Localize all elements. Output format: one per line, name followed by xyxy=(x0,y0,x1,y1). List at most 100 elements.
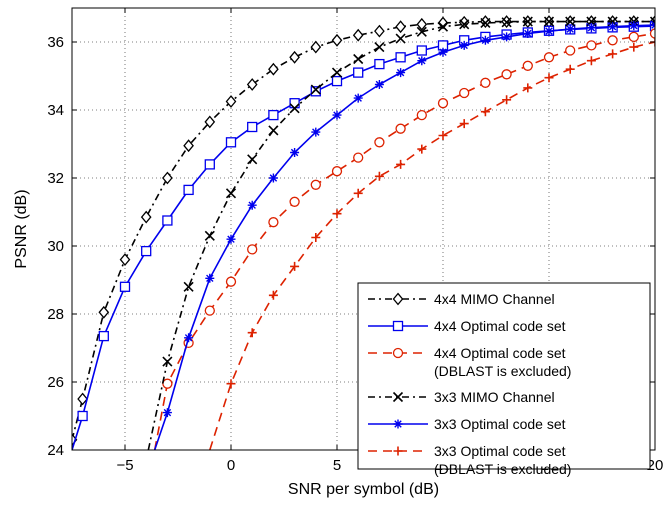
legend-label: 4x4 MIMO Channel xyxy=(434,291,555,307)
data-point xyxy=(290,148,300,157)
y-tick-label: 32 xyxy=(47,170,64,187)
data-point xyxy=(396,159,406,169)
data-point xyxy=(374,24,385,38)
data-point xyxy=(204,115,216,129)
data-point xyxy=(162,356,173,367)
data-point xyxy=(586,56,596,66)
data-point xyxy=(480,35,490,45)
legend-marker xyxy=(393,419,403,429)
data-point xyxy=(268,62,279,76)
legend-entry: 3x3 MIMO Channel xyxy=(368,389,555,405)
data-point xyxy=(311,233,321,242)
data-point xyxy=(501,69,512,80)
data-point xyxy=(374,42,385,53)
data-point xyxy=(289,98,300,109)
data-point xyxy=(332,110,342,120)
data-point xyxy=(268,173,278,183)
data-point xyxy=(268,290,278,300)
data-point xyxy=(162,378,173,389)
data-point xyxy=(353,188,363,198)
data-point xyxy=(289,103,300,114)
data-point xyxy=(247,121,258,133)
data-point xyxy=(502,95,512,105)
data-point xyxy=(544,26,554,36)
data-point xyxy=(374,171,384,181)
data-point xyxy=(353,152,364,163)
data-point xyxy=(480,17,491,29)
data-point xyxy=(565,24,575,34)
data-point xyxy=(289,50,300,64)
legend-marker xyxy=(392,347,404,359)
x-tick-label: 5 xyxy=(333,457,341,474)
y-tick-label: 24 xyxy=(47,442,64,459)
legend-marker xyxy=(393,446,403,456)
data-point xyxy=(586,23,596,33)
y-tick-label: 34 xyxy=(47,102,64,119)
data-point xyxy=(565,16,576,27)
data-point xyxy=(331,33,343,47)
legend-label: 3x3 Optimal code set xyxy=(434,416,566,432)
series-6 xyxy=(209,37,655,450)
data-point xyxy=(628,31,639,43)
y-tick-label: 26 xyxy=(47,374,64,391)
data-point xyxy=(310,86,321,97)
data-point xyxy=(226,234,236,244)
data-point xyxy=(119,281,131,292)
data-point xyxy=(522,16,533,27)
data-point xyxy=(77,392,88,406)
data-point xyxy=(141,245,152,257)
legend-marker xyxy=(392,292,404,306)
data-point xyxy=(586,40,597,51)
data-point xyxy=(247,244,258,255)
data-point xyxy=(289,196,300,207)
data-point xyxy=(226,379,236,389)
data-point xyxy=(438,47,448,57)
data-point xyxy=(353,67,364,78)
legend-label: (DBLAST is excluded) xyxy=(434,461,571,477)
data-point xyxy=(565,64,575,74)
data-point xyxy=(502,32,512,42)
data-point xyxy=(480,77,491,88)
data-point xyxy=(310,179,321,190)
data-point xyxy=(523,83,533,93)
series-layer xyxy=(72,15,655,450)
data-point xyxy=(416,17,428,31)
legend-label: 3x3 MIMO Channel xyxy=(434,389,555,405)
data-point xyxy=(183,281,194,292)
data-point xyxy=(480,107,490,117)
data-point xyxy=(501,17,512,28)
series-4 xyxy=(147,16,655,450)
data-point xyxy=(162,215,173,226)
data-point xyxy=(417,144,427,154)
y-axis-label: PSNR (dB) xyxy=(13,189,30,268)
legend-box xyxy=(357,282,651,470)
data-point xyxy=(416,45,427,56)
data-point xyxy=(608,49,618,59)
series-3 xyxy=(153,28,655,450)
data-point xyxy=(119,253,131,267)
legend-marker xyxy=(392,320,404,332)
data-point xyxy=(98,305,110,319)
data-point xyxy=(522,60,533,71)
data-point xyxy=(183,184,194,196)
data-point xyxy=(437,98,449,109)
legend-entry: 4x4 Optimal code set xyxy=(368,318,566,334)
data-point xyxy=(247,200,257,210)
data-point xyxy=(543,52,555,63)
data-point xyxy=(396,68,406,78)
data-point xyxy=(523,29,533,38)
data-point xyxy=(310,40,322,54)
data-point xyxy=(77,410,88,422)
legend-label: 3x3 Optimal code set xyxy=(434,443,566,459)
data-point xyxy=(225,95,237,108)
y-tick-label: 28 xyxy=(47,306,64,323)
data-point xyxy=(204,305,215,316)
legend-label: (DBLAST is excluded) xyxy=(434,363,571,379)
data-point xyxy=(204,230,215,241)
data-point xyxy=(331,67,343,78)
legend-label: 4x4 Optimal code set xyxy=(434,318,566,334)
data-point xyxy=(247,154,258,165)
data-point xyxy=(607,35,618,46)
